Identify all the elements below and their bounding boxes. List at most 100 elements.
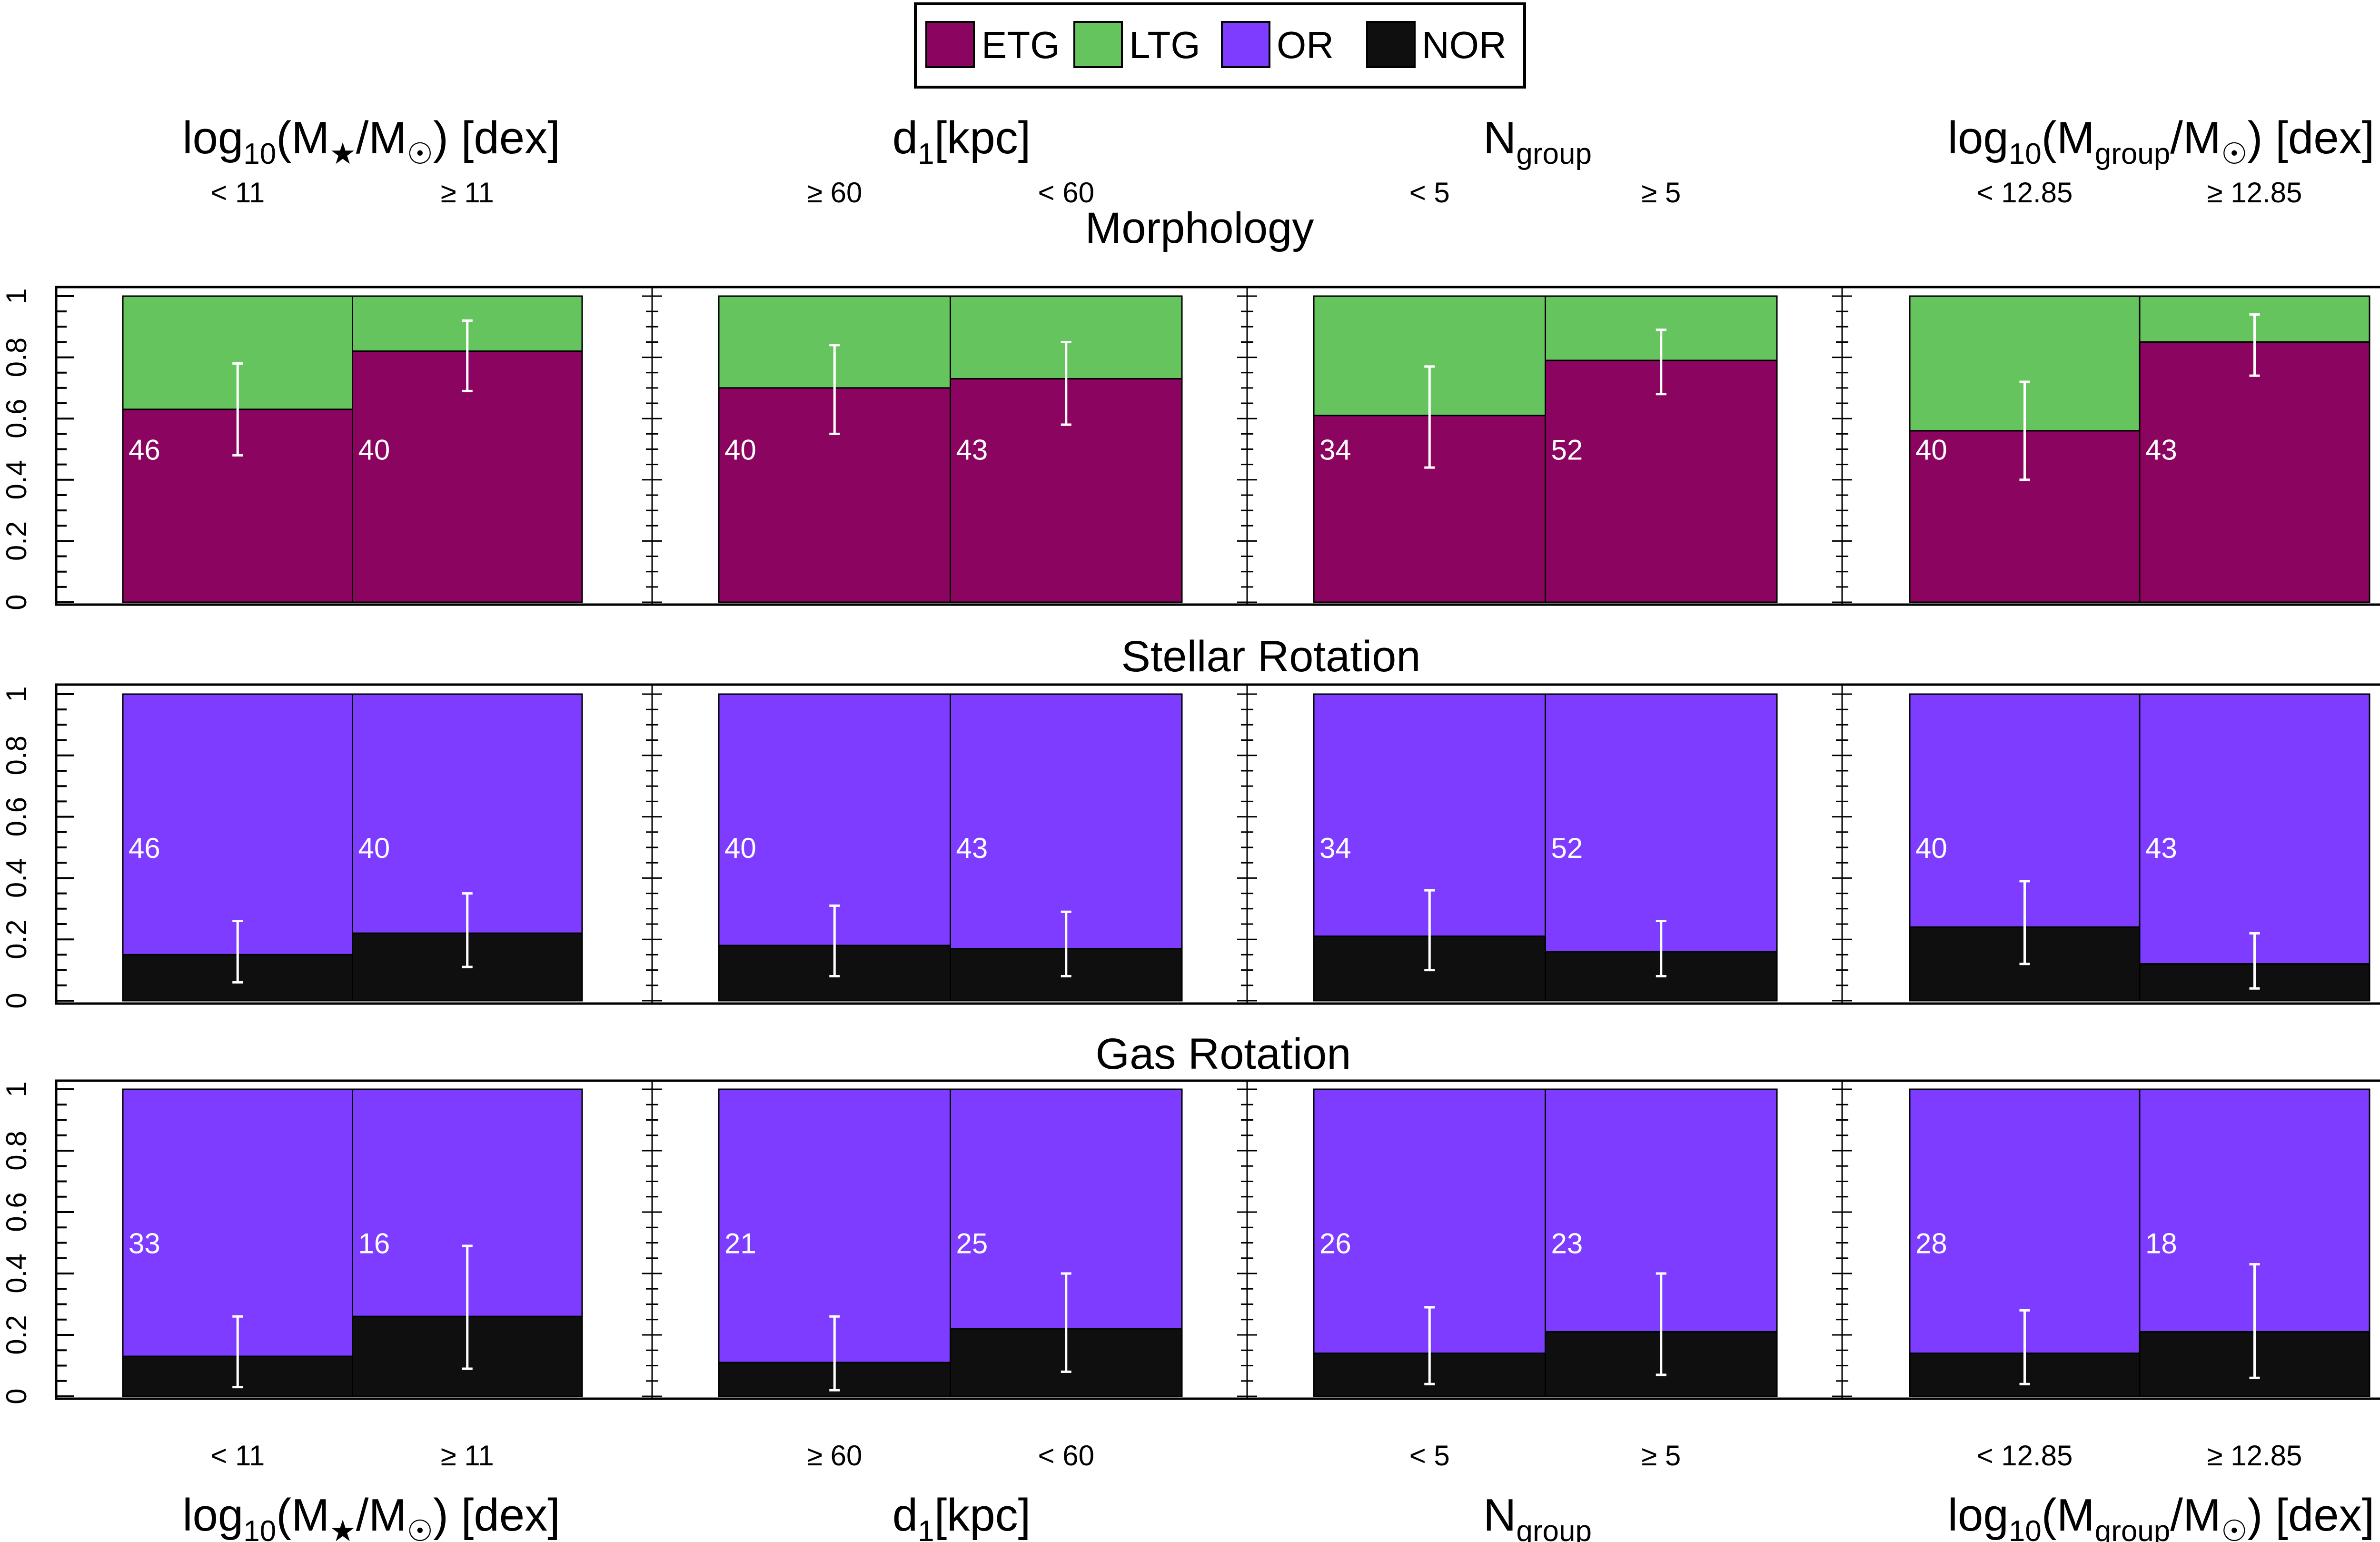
y-tick-label-left: 0.4 — [0, 460, 32, 499]
sample-size-label: 43 — [2145, 434, 2177, 466]
panel: 40 43 — [1909, 693, 2370, 1002]
bar-segment-etg — [2139, 341, 2370, 603]
y-tick-label-left: 0 — [0, 1388, 32, 1404]
category-label-top: < 11 — [210, 177, 265, 209]
sample-size-label: 23 — [1551, 1228, 1583, 1260]
category-label-bottom: ≥ 60 — [807, 1440, 862, 1472]
panel: 40 43 — [718, 295, 1183, 603]
row-stellar-rotation: 000.20.20.40.40.60.60.80.811464040433452… — [0, 683, 2380, 1009]
y-tick-label-left: 1 — [0, 686, 32, 702]
legend-swatch-nor — [1366, 21, 1416, 68]
sample-size-label: 46 — [129, 832, 160, 864]
bar-segment-or — [718, 693, 951, 946]
sample-size-label: 40 — [724, 832, 756, 864]
row-title-morphology: Morphology — [1085, 204, 1314, 252]
bar-segment-etg — [352, 350, 583, 603]
sample-size-label: 40 — [724, 434, 756, 466]
category-label-top: < 5 — [1409, 177, 1450, 209]
sample-size-label: 40 — [358, 434, 390, 466]
y-tick-label-left: 1 — [0, 1081, 32, 1097]
category-label-top: ≥ 5 — [1641, 177, 1681, 209]
bar-segment-or — [1545, 693, 1778, 953]
category-label-bottom: ≥ 5 — [1641, 1440, 1681, 1472]
category-label-bottom: < 5 — [1409, 1440, 1450, 1472]
sample-size-label: 43 — [956, 832, 988, 864]
legend-label-nor: NOR — [1422, 24, 1507, 66]
legend-box — [914, 2, 1526, 89]
y-tick-label-left: 1 — [0, 288, 32, 304]
sample-size-label: 52 — [1551, 434, 1583, 466]
column-headers-top: log10(M★/M☉) [dex] d1[kpc] Ngroup log10(… — [182, 112, 2374, 170]
legend-entry-etg: ETG — [925, 21, 1060, 68]
category-label-bottom: < 60 — [1038, 1440, 1094, 1472]
sample-size-label: 16 — [358, 1228, 390, 1260]
y-tick-label-left: 0.4 — [0, 858, 32, 898]
row-title-gas-rotation: Gas Rotation — [1096, 1030, 1351, 1078]
bar-segment-or — [122, 1088, 353, 1357]
sample-size-label: 43 — [956, 434, 988, 466]
row-frame — [55, 1079, 2380, 1400]
row-title-stellar-rotation: Stellar Rotation — [1121, 632, 1421, 681]
bar-segment-or — [122, 693, 353, 955]
column-headers-bottom: log10(M★/M☉) [dex] d1[kpc] Ngroup log10(… — [182, 1490, 2374, 1542]
bar-segment-or — [2139, 693, 2370, 965]
sample-size-label: 34 — [1319, 832, 1351, 864]
panel: 28 18 — [1909, 1088, 2370, 1397]
legend-label-etg: ETG — [982, 24, 1060, 66]
sample-size-label: 40 — [358, 832, 390, 864]
legend-entry-or: OR — [1221, 21, 1334, 68]
sample-size-label: 21 — [724, 1228, 756, 1260]
legend-label-ltg: LTG — [1129, 24, 1200, 66]
sample-size-label: 52 — [1551, 832, 1583, 864]
legend-swatch-or — [1221, 21, 1270, 68]
panel: 34 52 — [1313, 693, 1778, 1002]
sample-size-label: 25 — [956, 1228, 988, 1260]
category-label-top: < 12.85 — [1977, 177, 2073, 209]
sample-size-label: 40 — [1915, 434, 1947, 466]
panel: 46 40 — [122, 295, 583, 603]
category-label-top: ≥ 60 — [807, 177, 862, 209]
column-footer-stellar-mass: log10(M★/M☉) [dex] — [182, 1490, 560, 1542]
row-frame — [55, 683, 2380, 1005]
category-label-bottom: ≥ 12.85 — [2207, 1440, 2302, 1472]
bar-segment-ltg — [950, 295, 1183, 380]
panel: 34 52 — [1313, 295, 1778, 603]
sample-size-label: 40 — [1915, 832, 1947, 864]
panel: 40 43 — [1909, 295, 2370, 603]
column-footer-d1: d1[kpc] — [892, 1490, 1031, 1542]
sample-size-label: 28 — [1915, 1228, 1947, 1260]
panel: 21 25 — [718, 1088, 1183, 1397]
sample-size-label: 34 — [1319, 434, 1351, 466]
column-header-group-mass: log10(Mgroup/M☉) [dex] — [1948, 112, 2375, 170]
y-tick-label-left: 0.6 — [0, 1192, 32, 1232]
legend-entry-nor: NOR — [1366, 21, 1507, 68]
y-tick-label-left: 0.6 — [0, 797, 32, 836]
category-label-bottom: < 12.85 — [1977, 1440, 2073, 1472]
column-header-d1: d1[kpc] — [892, 112, 1031, 170]
sample-size-label: 26 — [1319, 1228, 1351, 1260]
category-label-top: ≥ 12.85 — [2207, 177, 2302, 209]
y-tick-label-left: 0.4 — [0, 1253, 32, 1293]
category-label-bottom: < 11 — [210, 1440, 265, 1472]
panel: 40 43 — [718, 693, 1183, 1002]
sample-size-label: 46 — [129, 434, 160, 466]
sample-size-label: 18 — [2145, 1228, 2177, 1260]
y-tick-label-left: 0.2 — [0, 1315, 32, 1354]
y-tick-label-left: 0 — [0, 594, 32, 610]
y-tick-label-left: 0.8 — [0, 1131, 32, 1170]
y-tick-label-left: 0.2 — [0, 521, 32, 561]
category-label-top: < 60 — [1038, 177, 1094, 209]
sample-size-label: 33 — [129, 1228, 160, 1260]
row-morphology: 000.20.20.40.40.60.60.80.811464040433452… — [0, 286, 2380, 610]
row-frame — [55, 286, 2380, 606]
legend-label-or: OR — [1277, 24, 1334, 66]
column-footer-ngroup: Ngroup — [1483, 1490, 1592, 1542]
legend: ETG LTG OR NOR — [914, 2, 1526, 89]
category-label-bottom: ≥ 11 — [441, 1440, 494, 1472]
legend-entry-ltg: LTG — [1073, 21, 1200, 68]
y-tick-label-left: 0.6 — [0, 398, 32, 438]
column-header-stellar-mass: log10(M★/M☉) [dex] — [182, 112, 560, 170]
panel: 26 23 — [1313, 1088, 1778, 1397]
column-footer-group-mass: log10(Mgroup/M☉) [dex] — [1948, 1490, 2375, 1542]
sample-size-label: 43 — [2145, 832, 2177, 864]
